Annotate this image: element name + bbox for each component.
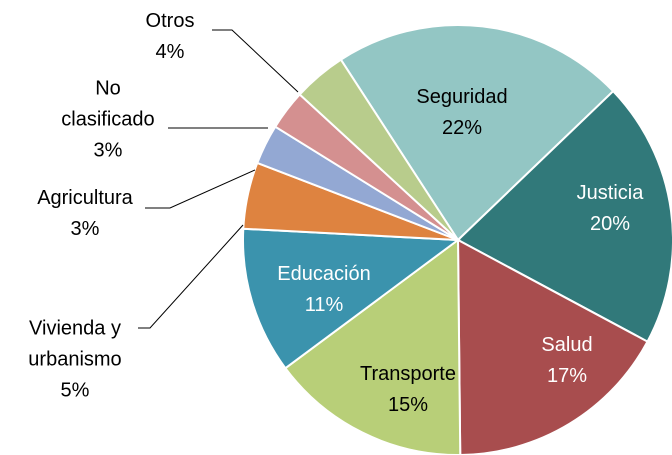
pie-slice — [456, 89, 672, 343]
category-label: Transporte — [360, 363, 456, 385]
value-label: 3% — [93, 139, 123, 162]
category-label: Agricultura — [37, 187, 133, 209]
slice-label: Vivienda y urbanismo 5% — [5, 314, 145, 407]
leader-line — [212, 29, 299, 93]
value-label: 4% — [155, 41, 185, 63]
slice-label: Educación 11% — [224, 259, 424, 321]
category-label: Educación — [277, 263, 371, 285]
pie-slice — [283, 238, 462, 455]
value-label: 20% — [589, 213, 631, 235]
category-label: No clasificado — [61, 77, 155, 131]
pie-slice — [339, 24, 615, 242]
value-label: 22% — [441, 117, 483, 139]
pie-slice — [242, 227, 461, 370]
slice-label: No clasificado 3% — [48, 74, 168, 167]
value-label: 5% — [60, 379, 90, 402]
slice-label: Salud 17% — [467, 330, 667, 392]
slice-label: Seguridad 22% — [362, 82, 562, 144]
pie-slice — [298, 58, 459, 241]
slice-label: Justicia 20% — [510, 178, 672, 240]
slice-label: Agricultura 3% — [0, 183, 185, 245]
category-label: Salud — [541, 334, 593, 356]
value-label: 11% — [304, 294, 344, 316]
leader-line — [145, 169, 256, 209]
category-label: Vivienda y urbanismo — [28, 317, 122, 371]
category-label: Justicia — [576, 182, 644, 204]
category-label: Seguridad — [416, 86, 508, 108]
category-label: Otros — [145, 10, 195, 32]
slice-label: Otros 4% — [70, 6, 270, 68]
value-label: 15% — [387, 394, 429, 416]
pie-slice — [456, 238, 649, 455]
value-label: 17% — [546, 365, 588, 387]
leader-line — [138, 224, 244, 329]
slice-label: Transporte 15% — [308, 359, 508, 421]
value-label: 3% — [70, 218, 100, 240]
